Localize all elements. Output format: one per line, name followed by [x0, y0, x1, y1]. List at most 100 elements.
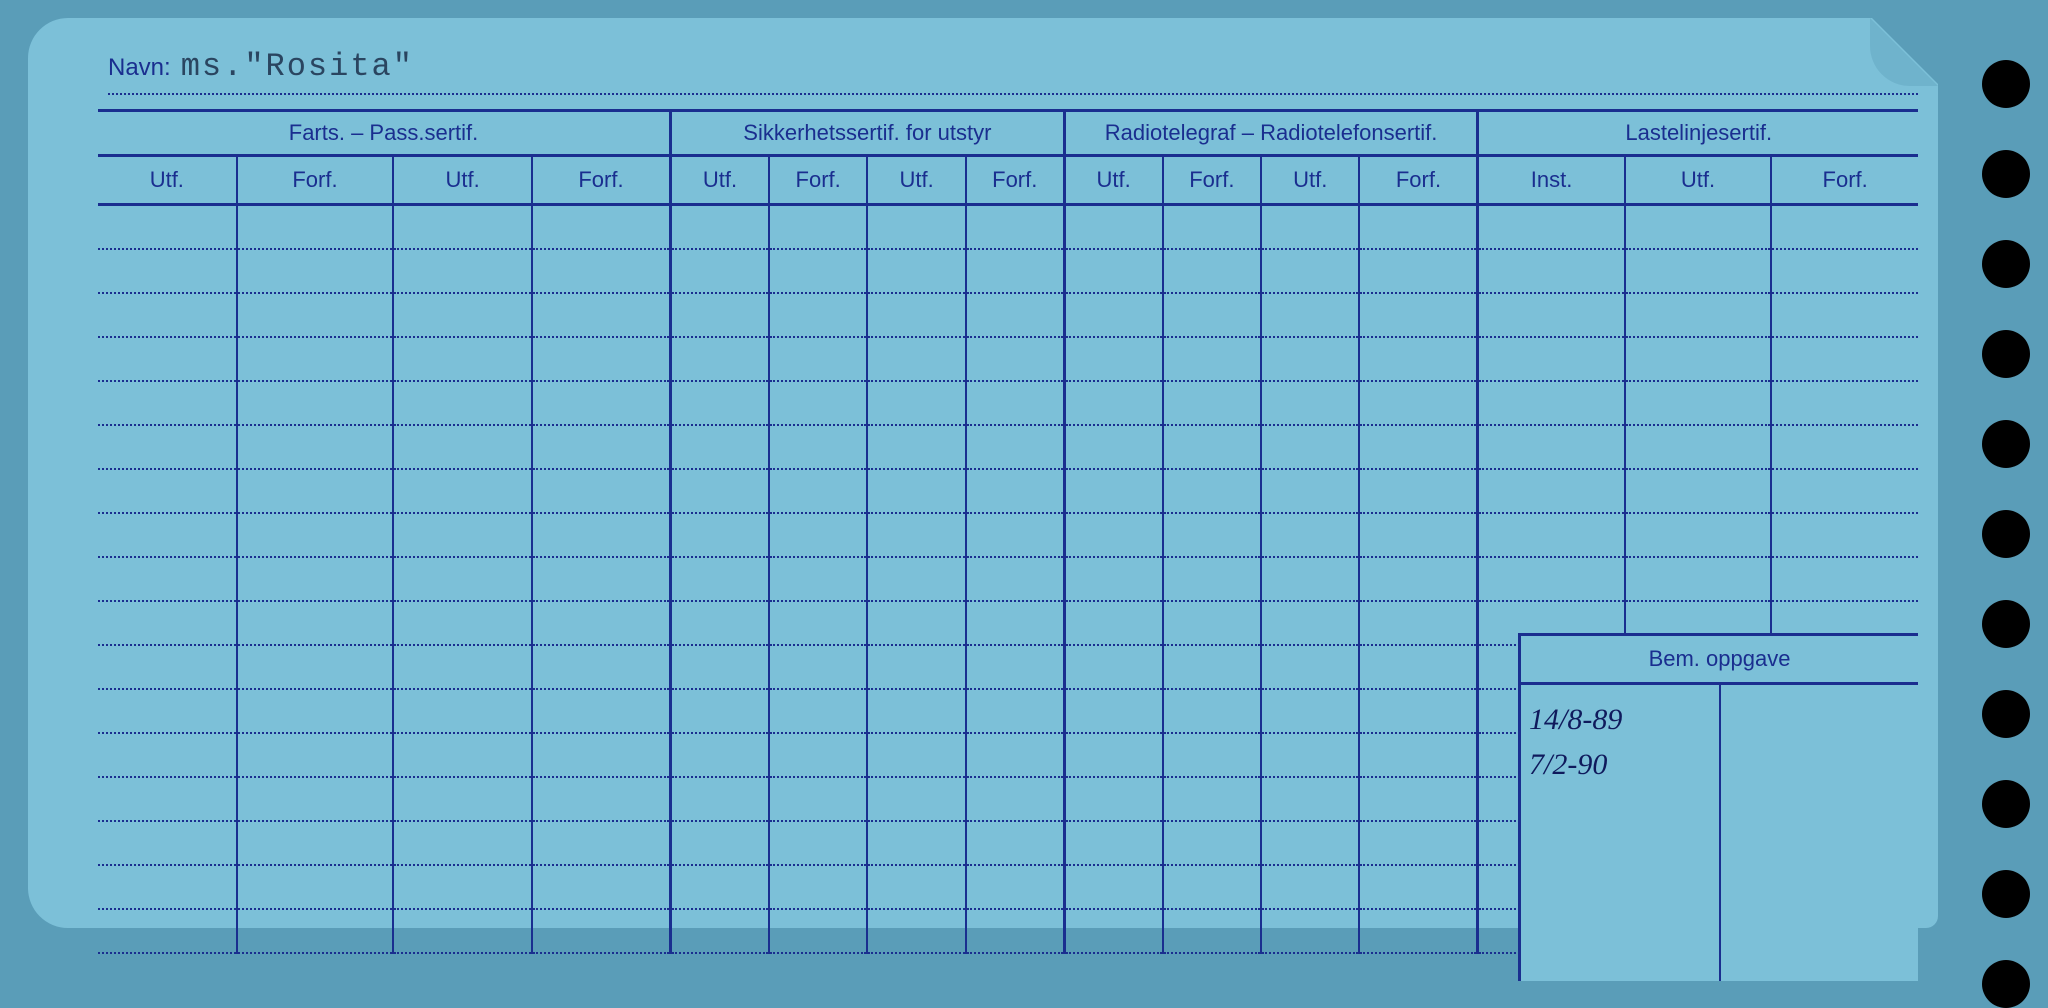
table-cell: [393, 249, 532, 293]
col-header: Forf.: [1359, 156, 1478, 205]
col-header: Utf.: [1064, 156, 1162, 205]
table-cell: [532, 689, 671, 733]
table-cell: [393, 865, 532, 909]
punch-holes: [1982, 60, 2030, 1008]
table-cell: [769, 733, 867, 777]
table-cell: [98, 865, 237, 909]
table-cell: [867, 249, 965, 293]
table-cell: [393, 821, 532, 865]
table-cell: [98, 205, 237, 249]
table-cell: [1359, 425, 1478, 469]
table-cell: [1261, 293, 1359, 337]
table-cell: [1625, 249, 1772, 293]
table-cell: [1064, 645, 1162, 689]
table-cell: [867, 689, 965, 733]
table-cell: [532, 557, 671, 601]
table-cell: [1064, 865, 1162, 909]
table-cell: [769, 865, 867, 909]
table-cell: [867, 381, 965, 425]
table-cell: [966, 733, 1064, 777]
table-cell: [1478, 293, 1625, 337]
table-cell: [98, 425, 237, 469]
table-cell: [1359, 249, 1478, 293]
table-row: [98, 513, 1918, 557]
table-wrap: Farts. – Pass.sertif. Sikkerhetssertif. …: [98, 109, 1918, 954]
table-cell: [532, 645, 671, 689]
table-cell: [966, 601, 1064, 645]
table-cell: [393, 557, 532, 601]
table-cell: [98, 293, 237, 337]
table-cell: [1163, 601, 1261, 645]
table-cell: [867, 557, 965, 601]
table-cell: [1261, 645, 1359, 689]
table-cell: [1771, 425, 1918, 469]
table-cell: [966, 689, 1064, 733]
table-cell: [966, 821, 1064, 865]
table-cell: [671, 381, 769, 425]
table-cell: [1163, 733, 1261, 777]
table-cell: [1163, 469, 1261, 513]
table-cell: [532, 733, 671, 777]
table-cell: [237, 205, 394, 249]
table-cell: [769, 205, 867, 249]
table-cell: [867, 513, 965, 557]
table-cell: [1163, 381, 1261, 425]
table-cell: [867, 469, 965, 513]
table-cell: [671, 821, 769, 865]
table-cell: [1261, 557, 1359, 601]
table-cell: [671, 425, 769, 469]
table-cell: [393, 601, 532, 645]
table-cell: [532, 777, 671, 821]
table-cell: [1261, 733, 1359, 777]
table-cell: [237, 689, 394, 733]
table-row: [98, 469, 1918, 513]
table-cell: [1359, 645, 1478, 689]
table-cell: [1064, 557, 1162, 601]
table-cell: [671, 469, 769, 513]
table-cell: [237, 337, 394, 381]
table-cell: [867, 425, 965, 469]
table-cell: [769, 601, 867, 645]
table-cell: [98, 645, 237, 689]
table-cell: [532, 249, 671, 293]
table-cell: [237, 425, 394, 469]
table-cell: [1625, 513, 1772, 557]
table-cell: [1163, 645, 1261, 689]
table-cell: [671, 337, 769, 381]
table-cell: [671, 249, 769, 293]
table-cell: [1478, 205, 1625, 249]
table-cell: [1771, 293, 1918, 337]
table-row: [98, 381, 1918, 425]
table-cell: [1771, 337, 1918, 381]
table-cell: [671, 205, 769, 249]
table-cell: [867, 865, 965, 909]
table-cell: [1261, 865, 1359, 909]
bem-oppgave-block: Bem. oppgave 14/8-89 7/2-90: [1518, 633, 1918, 981]
table-cell: [98, 513, 237, 557]
table-cell: [98, 601, 237, 645]
table-cell: [1359, 777, 1478, 821]
table-cell: [769, 469, 867, 513]
table-cell: [671, 557, 769, 601]
table-cell: [1064, 821, 1162, 865]
table-cell: [98, 689, 237, 733]
table-cell: [671, 513, 769, 557]
table-cell: [393, 205, 532, 249]
table-cell: [1625, 557, 1772, 601]
table-cell: [1064, 293, 1162, 337]
table-cell: [532, 865, 671, 909]
table-cell: [1163, 557, 1261, 601]
col-header: Utf.: [98, 156, 237, 205]
table-cell: [532, 205, 671, 249]
punch-hole: [1982, 600, 2030, 648]
table-cell: [769, 337, 867, 381]
table-cell: [966, 645, 1064, 689]
table-cell: [1359, 293, 1478, 337]
table-cell: [769, 557, 867, 601]
group-farts: Farts. – Pass.sertif.: [98, 111, 671, 156]
table-cell: [237, 249, 394, 293]
table-cell: [1359, 469, 1478, 513]
table-cell: [1064, 777, 1162, 821]
table-cell: [98, 821, 237, 865]
table-cell: [1359, 205, 1478, 249]
